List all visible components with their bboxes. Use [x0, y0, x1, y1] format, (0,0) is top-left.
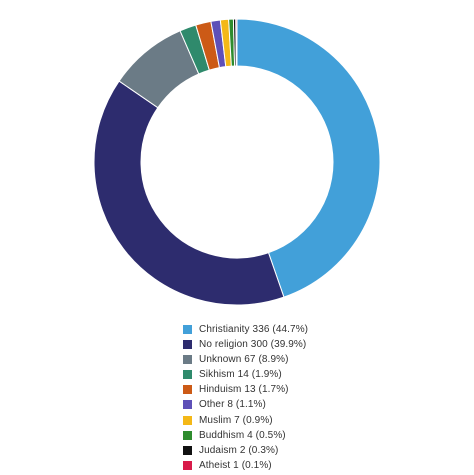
legend-label: Other 8 (1.1%): [199, 399, 266, 411]
legend-label: Muslim 7 (0.9%): [199, 414, 273, 426]
legend-item-christianity: Christianity 336 (44.7%): [183, 322, 308, 336]
slice-no-religion: [93, 80, 285, 306]
legend-item-judaism: Judaism 2 (0.3%): [183, 444, 308, 458]
legend-swatch: [183, 415, 192, 425]
legend-swatch: [183, 339, 192, 349]
legend-item-unknown: Unknown 67 (8.9%): [183, 352, 308, 366]
legend-label: Christianity 336 (44.7%): [199, 323, 309, 335]
legend-item-hinduism: Hinduism 13 (1.7%): [183, 383, 308, 397]
legend-swatch: [183, 430, 192, 440]
slice-christianity: [236, 18, 381, 298]
legend-swatch: [183, 324, 192, 334]
legend-label: Unknown 67 (8.9%): [199, 353, 289, 365]
donut-chart: [93, 18, 381, 306]
legend-swatch: [183, 385, 192, 395]
legend-swatch: [183, 354, 192, 364]
chart-legend: Christianity 336 (44.7%) No religion 300 …: [183, 322, 308, 474]
legend-item-other: Other 8 (1.1%): [183, 398, 308, 412]
legend-item-buddhism: Buddhism 4 (0.5%): [183, 428, 308, 442]
legend-swatch: [183, 446, 192, 455]
legend-item-atheist: Atheist 1 (0.1%): [183, 459, 308, 473]
slice-atheist: [235, 18, 238, 67]
legend-item-sikhism: Sikhism 14 (1.9%): [183, 368, 308, 382]
legend-label: Hinduism 13 (1.7%): [199, 384, 289, 396]
legend-label: Atheist 1 (0.1%): [199, 460, 272, 472]
legend-swatch: [183, 370, 192, 380]
legend-swatch: [183, 461, 192, 471]
legend-label: Judaism 2 (0.3%): [199, 445, 279, 456]
legend-label: Buddhism 4 (0.5%): [199, 429, 286, 441]
legend-swatch: [183, 400, 192, 410]
legend-label: Sikhism 14 (1.9%): [199, 369, 282, 381]
legend-label: No religion 300 (39.9%): [199, 338, 307, 350]
legend-item-no-religion: No religion 300 (39.9%): [183, 337, 308, 351]
legend-item-muslim: Muslim 7 (0.9%): [183, 413, 308, 427]
